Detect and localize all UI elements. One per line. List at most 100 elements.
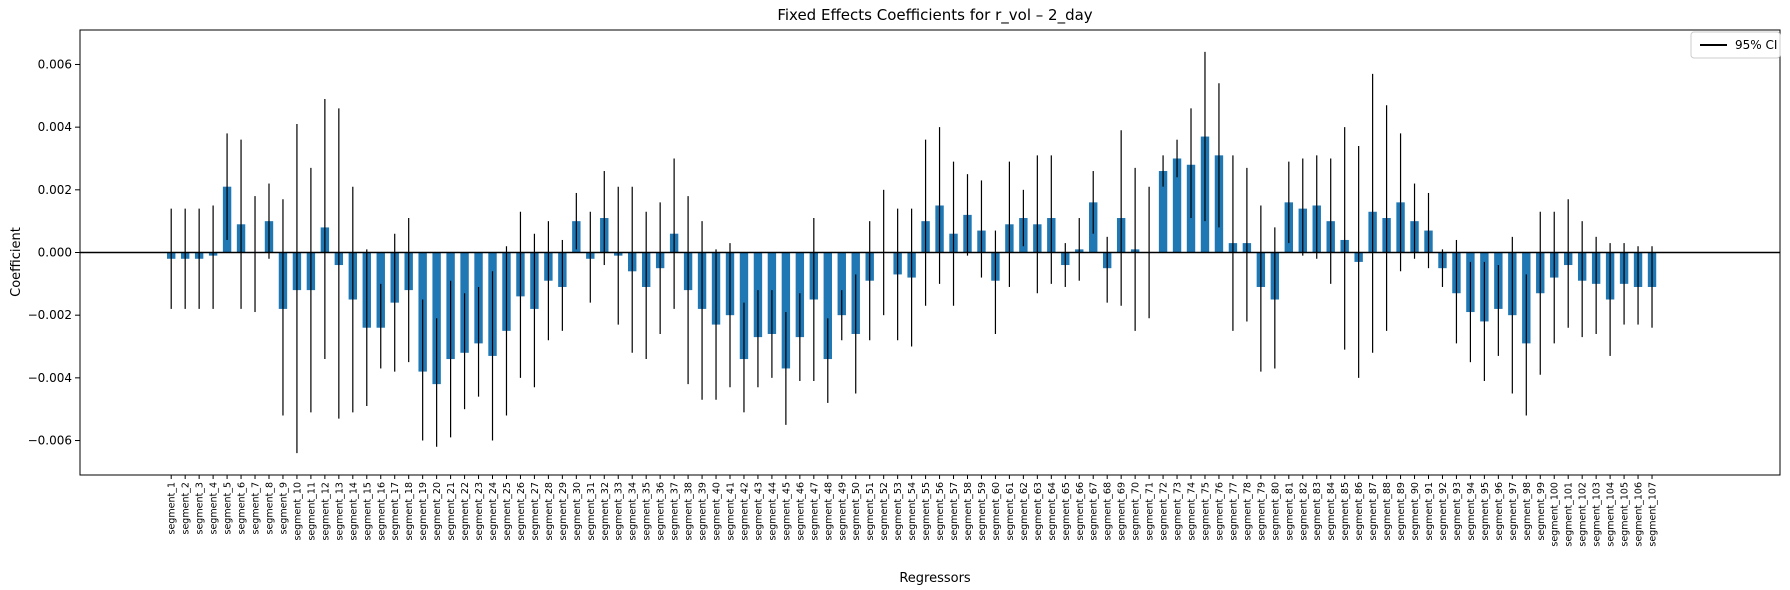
x-tick-label: segment_63 [1033, 482, 1044, 541]
x-tick-label: segment_33 [614, 482, 625, 541]
x-tick-label: segment_91 [1424, 482, 1435, 541]
x-tick-label: segment_82 [1298, 482, 1309, 541]
x-tick-label: segment_66 [1075, 482, 1086, 541]
y-tick-label: 0.000 [38, 246, 72, 260]
x-tick-label: segment_75 [1200, 482, 1211, 541]
x-tick-label: segment_85 [1340, 482, 1351, 541]
x-tick-label: segment_104 [1606, 482, 1617, 547]
x-tick-label: segment_107 [1648, 482, 1659, 547]
x-tick-label: segment_72 [1159, 482, 1170, 541]
x-tick-label: segment_3 [195, 482, 206, 534]
x-tick-label: segment_70 [1131, 482, 1142, 541]
x-tick-label: segment_4 [209, 482, 220, 534]
x-tick-label: segment_92 [1438, 482, 1449, 541]
y-axis: −0.006 −0.004 −0.002 0.000 0.002 0.004 0.006 [28, 57, 80, 448]
y-tick-label: 0.002 [38, 183, 72, 197]
x-tick-label: segment_11 [306, 482, 317, 541]
y-axis-label: Coefficient [9, 227, 24, 297]
x-tick-label: segment_83 [1312, 482, 1323, 541]
x-tick-label: segment_7 [251, 482, 262, 534]
x-tick-label: segment_97 [1508, 482, 1519, 541]
x-tick-label: segment_58 [963, 482, 974, 541]
x-tick-label: segment_2 [181, 482, 192, 534]
x-tick-label: segment_25 [502, 482, 513, 541]
x-tick-label: segment_102 [1578, 482, 1589, 547]
legend-ci-label: 95% CI [1735, 38, 1777, 52]
y-tick-label: −0.004 [28, 371, 72, 385]
x-tick-label: segment_64 [1047, 482, 1058, 541]
x-tick-label: segment_88 [1382, 482, 1393, 541]
plot-frame [79, 29, 1781, 476]
x-tick-label: segment_46 [795, 482, 806, 541]
x-tick-label: segment_81 [1284, 482, 1295, 541]
x-tick-label: segment_28 [544, 482, 555, 541]
x-tick-label: segment_42 [739, 482, 750, 541]
x-tick-label: segment_94 [1466, 482, 1477, 541]
x-tick-label: segment_30 [572, 482, 583, 541]
x-tick-label: segment_71 [1145, 482, 1156, 541]
x-tick-label: segment_27 [530, 482, 541, 541]
x-tick-label: segment_35 [642, 482, 653, 541]
x-tick-label: segment_50 [851, 482, 862, 541]
x-tick-label: segment_93 [1452, 482, 1463, 541]
x-tick-label: segment_20 [432, 482, 443, 541]
bar [837, 252, 846, 316]
x-tick-label: segment_84 [1326, 482, 1337, 541]
legend-box [1690, 31, 1781, 59]
x-tick-label: segment_10 [292, 482, 303, 541]
x-tick-label: segment_48 [823, 482, 834, 541]
x-tick-label: segment_98 [1522, 482, 1533, 541]
x-tick-label: segment_96 [1494, 482, 1505, 541]
y-tick-label: −0.002 [28, 308, 72, 322]
x-tick-label: segment_8 [264, 482, 275, 534]
x-tick-label: segment_74 [1187, 482, 1198, 541]
bar [1172, 158, 1182, 253]
x-tick-label: segment_80 [1270, 482, 1281, 541]
x-tick-label: segment_45 [781, 482, 792, 541]
x-tick-label: segment_44 [767, 482, 778, 541]
x-tick-label: segment_69 [1117, 482, 1128, 541]
x-tick-label: segment_12 [320, 482, 331, 541]
x-tick-label: segment_77 [1228, 482, 1239, 541]
x-tick-label: segment_49 [837, 482, 848, 541]
x-tick-label: segment_89 [1396, 482, 1407, 541]
x-tick-label: segment_17 [390, 482, 401, 541]
confidence-intervals [170, 51, 1653, 454]
x-tick-label: segment_51 [865, 482, 876, 541]
x-tick-label: segment_24 [488, 482, 499, 541]
x-tick-label: segment_54 [907, 482, 918, 541]
x-tick-label: segment_38 [684, 482, 695, 541]
x-tick-label: segment_86 [1354, 482, 1365, 541]
x-tick-label: segment_76 [1214, 482, 1225, 541]
y-tick-label: 0.006 [38, 57, 72, 71]
x-tick-label: segment_6 [237, 482, 248, 534]
x-tick-label: segment_73 [1173, 482, 1184, 541]
x-tick-label: segment_67 [1089, 482, 1100, 541]
y-tick-label: −0.006 [28, 434, 72, 448]
x-tick-label: segment_1 [167, 482, 178, 534]
x-tick-label: segment_37 [670, 482, 681, 541]
x-tick-label: segment_19 [418, 482, 429, 541]
x-tick-label: segment_34 [628, 482, 639, 541]
x-tick-label: segment_40 [712, 482, 723, 541]
x-tick-label: segment_43 [753, 482, 764, 541]
x-tick-label: segment_61 [1005, 482, 1016, 541]
x-tick-label: segment_23 [474, 482, 485, 541]
chart-title: Fixed Effects Coefficients for r_vol – 2… [777, 6, 1092, 25]
x-tick-label: segment_57 [949, 482, 960, 541]
x-tick-label: segment_9 [278, 482, 289, 534]
bar [1158, 171, 1168, 253]
x-tick-label: segment_79 [1256, 482, 1267, 541]
x-tick-label: segment_16 [376, 482, 387, 541]
x-tick-label: segment_55 [921, 482, 932, 541]
x-tick-label: segment_105 [1620, 482, 1631, 547]
x-tick-label: segment_36 [656, 482, 667, 541]
x-tick-label: segment_62 [1019, 482, 1030, 541]
x-tick-label: segment_15 [362, 482, 373, 541]
x-tick-label: segment_103 [1592, 482, 1603, 547]
x-tick-label: segment_68 [1103, 482, 1114, 541]
x-axis-label: Regressors [899, 571, 971, 586]
x-tick-label: segment_90 [1410, 482, 1421, 541]
x-tick-label: segment_18 [404, 482, 415, 541]
